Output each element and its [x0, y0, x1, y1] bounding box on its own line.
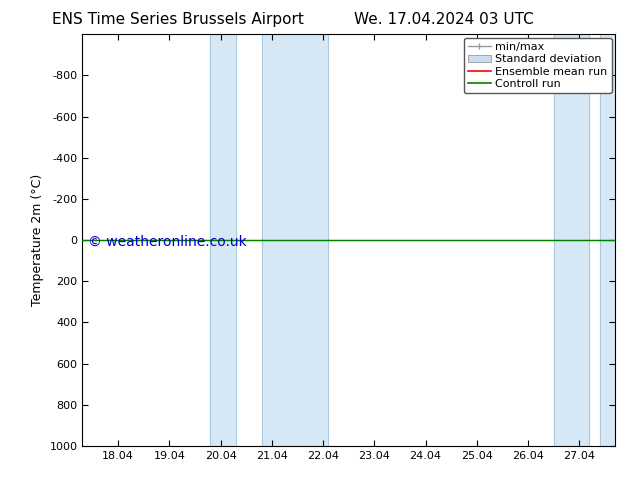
Bar [553, 34, 590, 446]
Bar [600, 34, 615, 446]
Bar [210, 34, 236, 446]
Bar [262, 34, 328, 446]
Text: © weatheronline.co.uk: © weatheronline.co.uk [87, 235, 247, 249]
Y-axis label: Temperature 2m (°C): Temperature 2m (°C) [31, 174, 44, 306]
Text: We. 17.04.2024 03 UTC: We. 17.04.2024 03 UTC [354, 12, 534, 27]
Legend: min/max, Standard deviation, Ensemble mean run, Controll run: min/max, Standard deviation, Ensemble me… [464, 38, 612, 93]
Text: ENS Time Series Brussels Airport: ENS Time Series Brussels Airport [51, 12, 304, 27]
